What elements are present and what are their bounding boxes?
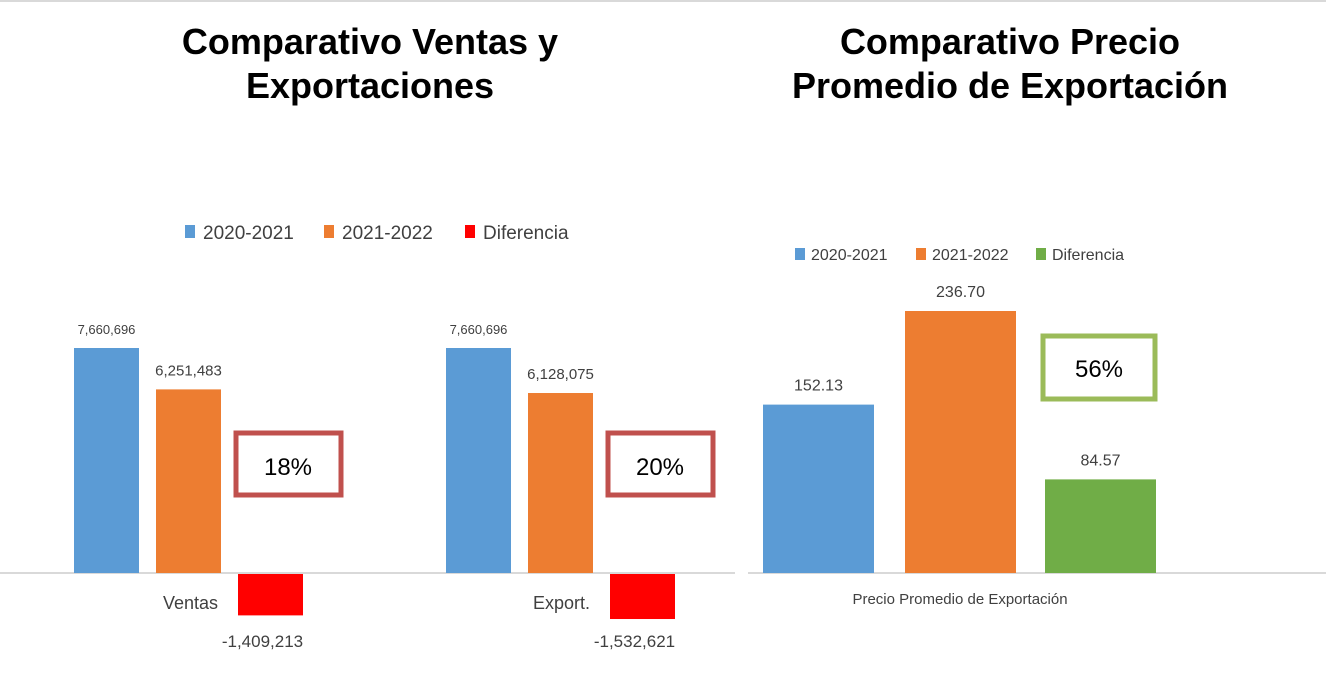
left-chart-title: Comparativo Ventas y Exportaciones xyxy=(181,21,559,106)
bar-ventas-diferencia xyxy=(238,574,303,616)
legend-swatch xyxy=(324,225,334,238)
percent-annotation-box xyxy=(605,430,716,498)
percent-annotation: 20% xyxy=(636,454,684,481)
legend-label: 2020-2021 xyxy=(203,223,294,244)
bar-ventas-2020-2021 xyxy=(74,348,139,573)
bar-precio-2020-2021 xyxy=(763,404,874,573)
percent-annotation-box xyxy=(233,430,344,498)
bar-export-diferencia xyxy=(610,574,675,620)
legend-label: Diferencia xyxy=(483,223,569,244)
data-label: -1,532,621 xyxy=(594,632,675,651)
right-chart-title: Comparativo Precio Promedio de Exportaci… xyxy=(791,21,1229,106)
legend-swatch xyxy=(795,248,805,260)
bar-precio-2021-2022 xyxy=(905,311,1016,573)
bar-export-2021-2022 xyxy=(528,393,593,573)
bar-export-2020-2021 xyxy=(446,348,511,573)
data-label: 152.13 xyxy=(794,378,843,395)
legend-label: 2021-2022 xyxy=(342,223,433,244)
legend-label: 2020-2021 xyxy=(811,247,888,264)
top-border-line xyxy=(0,0,1326,2)
legend-label: Diferencia xyxy=(1052,247,1124,264)
percent-annotation: 18% xyxy=(264,454,312,481)
category-label: Export. xyxy=(533,593,590,613)
category-label: Precio Promedio de Exportación xyxy=(852,591,1067,608)
category-label: Ventas xyxy=(163,593,218,613)
legend-label: 2021-2022 xyxy=(932,247,1009,264)
data-label: -1,409,213 xyxy=(222,632,303,651)
legend-swatch xyxy=(465,225,475,238)
percent-annotation-box xyxy=(1040,333,1158,402)
legend-swatch xyxy=(1036,248,1046,260)
legend-swatch xyxy=(185,225,195,238)
data-label: 6,128,075 xyxy=(527,366,594,383)
data-label: 84.57 xyxy=(1080,452,1120,469)
data-label: 7,660,696 xyxy=(450,322,508,337)
percent-annotation: 56% xyxy=(1075,356,1123,383)
data-label: 236.70 xyxy=(936,284,985,301)
legend-swatch xyxy=(916,248,926,260)
data-label: 6,251,483 xyxy=(155,362,222,379)
data-label: 7,660,696 xyxy=(78,322,136,337)
bar-precio-diferencia xyxy=(1045,479,1156,573)
bar-ventas-2021-2022 xyxy=(156,389,221,573)
